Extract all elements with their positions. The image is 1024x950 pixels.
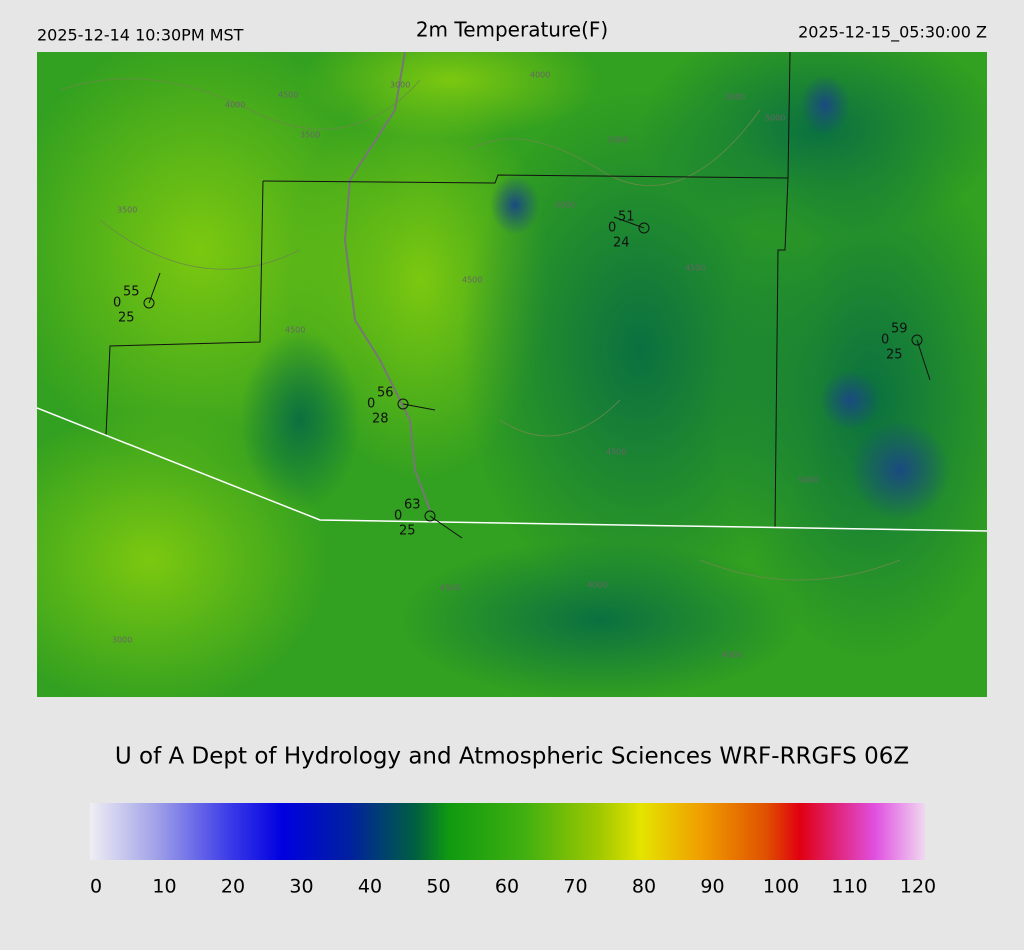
- station-marker: [638, 222, 650, 234]
- contour-label: 3000: [112, 636, 132, 645]
- colorbar-tick-label: 0: [90, 876, 102, 898]
- contour-label: 5000: [555, 201, 575, 210]
- colorbar-tick-label: 10: [152, 876, 176, 898]
- colorbar-tick-label: 70: [563, 876, 587, 898]
- wind: 0: [367, 397, 375, 412]
- contour-label: 4500: [285, 326, 305, 335]
- dewpoint: 25: [118, 311, 135, 326]
- wind: 0: [113, 296, 121, 311]
- station-marker: [424, 510, 436, 522]
- colorbar-tick-label: 90: [700, 876, 724, 898]
- colorbar-tick-label: 40: [358, 876, 382, 898]
- wind-barb: [402, 403, 436, 411]
- colorbar-tick-label: 80: [632, 876, 656, 898]
- wind: 0: [881, 333, 889, 348]
- valid-local: 2025-12-14 10:30PM MST: [37, 26, 244, 45]
- colorbar-tick-label: 50: [426, 876, 450, 898]
- contour-label: 3500: [300, 131, 320, 140]
- colorbar-tick-label: 30: [289, 876, 313, 898]
- dewpoint: 25: [399, 524, 416, 539]
- station-marker: [397, 398, 409, 410]
- temperature: 56: [377, 386, 394, 401]
- colorbar-tick-label: 100: [763, 876, 799, 898]
- contour-label: 3000: [390, 81, 410, 90]
- contour-label: 5000: [725, 93, 745, 102]
- contour-label: 5000: [608, 136, 628, 145]
- wind-barb: [613, 216, 645, 229]
- colorbar-tick-label: 20: [221, 876, 245, 898]
- colorbar-tick-label: 110: [831, 876, 867, 898]
- colorbar-tick-label: 60: [495, 876, 519, 898]
- temperature: 55: [123, 285, 140, 300]
- contour-label: 4000: [530, 71, 550, 80]
- wind-barb: [148, 272, 161, 304]
- dewpoint: 28: [372, 412, 389, 427]
- station-marker: [911, 334, 923, 346]
- contour-label: 3500: [117, 206, 137, 215]
- contour-label: 4500: [606, 448, 626, 457]
- contour-label: 5000: [798, 476, 818, 485]
- contour-label: 4500: [462, 276, 482, 285]
- contour-label: 5000: [765, 114, 785, 123]
- wind: 0: [608, 221, 616, 236]
- contour-label: 4000: [225, 101, 245, 110]
- wind-barb: [916, 339, 931, 381]
- dewpoint: 24: [613, 236, 630, 251]
- contour-label: 4500: [278, 91, 298, 100]
- footer: U of A Dept of Hydrology and Atmospheric…: [115, 744, 909, 770]
- contour-label: 4500: [685, 264, 705, 273]
- station-marker: [143, 297, 155, 309]
- wind-barb: [429, 515, 463, 539]
- valid-utc: 2025-12-15_05:30:00 Z: [798, 23, 987, 43]
- contour-label: 4000: [587, 581, 607, 590]
- colorbar-tick-label: 120: [900, 876, 936, 898]
- contour-label: 4500: [440, 584, 460, 593]
- dewpoint: 25: [886, 348, 903, 363]
- temperature: 63: [404, 498, 421, 513]
- colorbar: [90, 803, 925, 860]
- map-title: 2m Temperature(F): [416, 18, 608, 42]
- temperature: 51: [618, 210, 635, 225]
- temperature: 59: [891, 322, 908, 337]
- wind: 0: [394, 509, 402, 524]
- contour-label: 4000: [722, 651, 742, 660]
